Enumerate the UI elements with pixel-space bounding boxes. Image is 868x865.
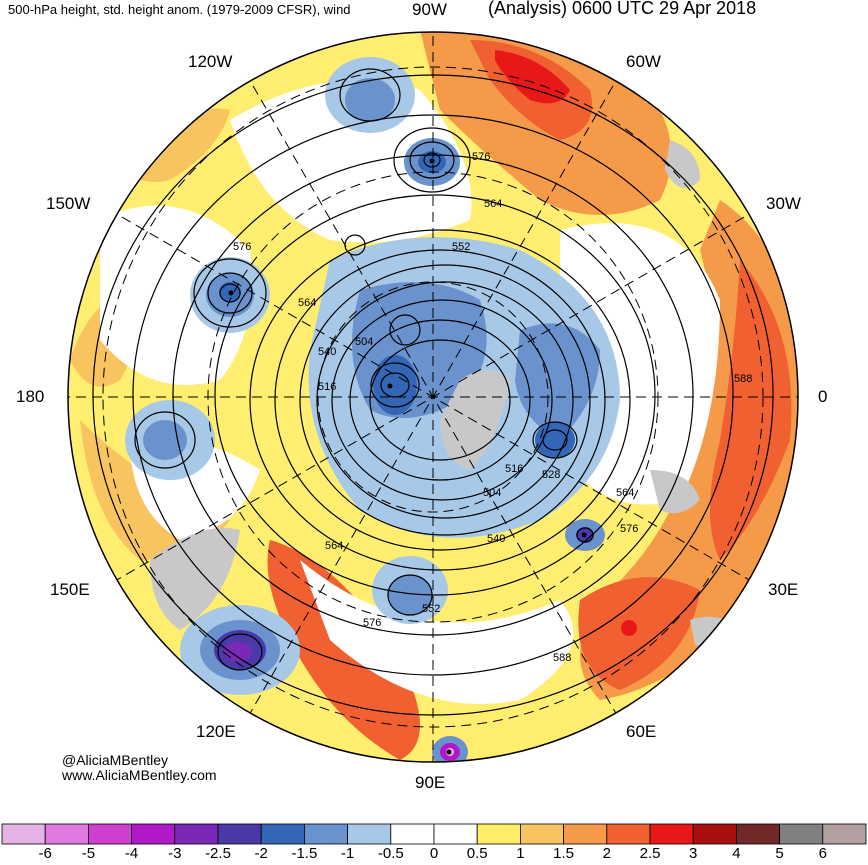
colorbar-swatch (390, 823, 435, 845)
map-title: (Analysis) 0600 UTC 29 Apr 2018 (488, 0, 757, 18)
contour-label: 528 (542, 469, 560, 481)
contour-label: 564 (298, 297, 316, 309)
colorbar-swatch (822, 823, 867, 845)
anomaly-field (68, 32, 798, 762)
low-center-markers (228, 158, 587, 755)
colorbar-swatch (779, 823, 824, 845)
contour-label: 504 (355, 336, 373, 348)
colorbar-label: -6 (38, 845, 52, 862)
colorbar-label: -4 (124, 845, 139, 862)
colorbar-swatch (260, 823, 305, 845)
contour-label: 552 (452, 241, 470, 253)
colorbar-label: 0 (429, 845, 439, 862)
lon-label-0: 0 (818, 387, 828, 406)
lon-label-90w: 90W (412, 0, 447, 19)
credit-website: www.AliciaMBentley.com (62, 767, 217, 783)
contour-label: 504 (483, 487, 501, 499)
contour-label: 540 (318, 346, 336, 358)
lon-label-180: 180 (16, 387, 45, 406)
colorbar-label: 0.5 (466, 845, 488, 862)
contour-label: 588 (553, 652, 571, 664)
colorbar-swatch (476, 823, 521, 845)
contour-label: 552 (422, 603, 440, 615)
colorbar-label: -5 (81, 845, 96, 862)
map-boundary (67, 31, 799, 763)
graticule (68, 32, 798, 762)
lon-label-60w: 60W (626, 52, 661, 71)
contour-label: 516 (318, 381, 336, 393)
colorbar-label: -0.5 (377, 845, 404, 862)
colorbar-swatch (563, 823, 608, 845)
contour-label: 564 (616, 487, 634, 499)
colorbar-label: -1 (340, 845, 355, 862)
contour-label: 576 (233, 241, 251, 253)
contour-label: 588 (734, 373, 752, 385)
lon-label-30e: 30E (768, 580, 799, 599)
map-subtitle: 500-hPa height, std. height anom. (1979-… (8, 2, 351, 17)
colorbar-swatch (217, 823, 262, 845)
colorbar-swatch (649, 823, 694, 845)
colorbar-label: 1.5 (553, 845, 575, 862)
colorbar-label: 3 (689, 845, 698, 862)
colorbar-swatch (88, 823, 133, 845)
contour-label: 516 (505, 463, 523, 475)
colorbar-swatch (1, 823, 46, 845)
contour-label: 540 (487, 533, 505, 545)
colorbar-label: 5 (775, 845, 784, 862)
colorbar-label: 6 (818, 845, 827, 862)
lon-label-150w: 150W (46, 194, 91, 213)
colorbar-label: -1.5 (291, 845, 318, 862)
colorbar-swatch (433, 823, 478, 845)
colorbar-swatch (174, 823, 219, 845)
colorbar-label: -2 (254, 845, 268, 862)
lon-label-150e: 150E (50, 580, 90, 599)
lon-label-120e: 120E (196, 722, 236, 741)
colorbar-swatch (44, 823, 89, 845)
colorbar-label: 4 (732, 845, 741, 862)
colorbar-swatch (606, 823, 651, 845)
lon-label-30w: 30W (766, 194, 801, 213)
credit-handle: @AliciaMBentley (62, 752, 169, 768)
colorbar-swatch (520, 823, 565, 845)
contour-label: 576 (472, 151, 490, 163)
contour-label: 576 (620, 523, 638, 535)
colorbar-swatch (692, 823, 737, 845)
lon-label-60e: 60E (626, 722, 657, 741)
contour-labels: 576 564 552 576 564 540 504 516 588 516 … (233, 151, 752, 664)
colorbar-swatch (303, 823, 348, 845)
colorbar-label: 2 (602, 845, 611, 862)
contour-label: 564 (484, 198, 502, 210)
contour-label: 564 (325, 540, 343, 552)
colorbar (1, 823, 867, 845)
colorbar-swatch (131, 823, 176, 845)
colorbar-label: 1 (516, 845, 525, 862)
lon-label-120w: 120W (188, 52, 233, 71)
colorbar-swatch (347, 823, 392, 845)
contour-label: 576 (363, 617, 381, 629)
colorbar-label: 2.5 (639, 845, 661, 862)
lon-label-90e: 90E (415, 773, 446, 792)
colorbar-swatch (736, 823, 781, 845)
colorbar-label: -2.5 (205, 845, 231, 862)
colorbar-label: -3 (168, 845, 182, 862)
